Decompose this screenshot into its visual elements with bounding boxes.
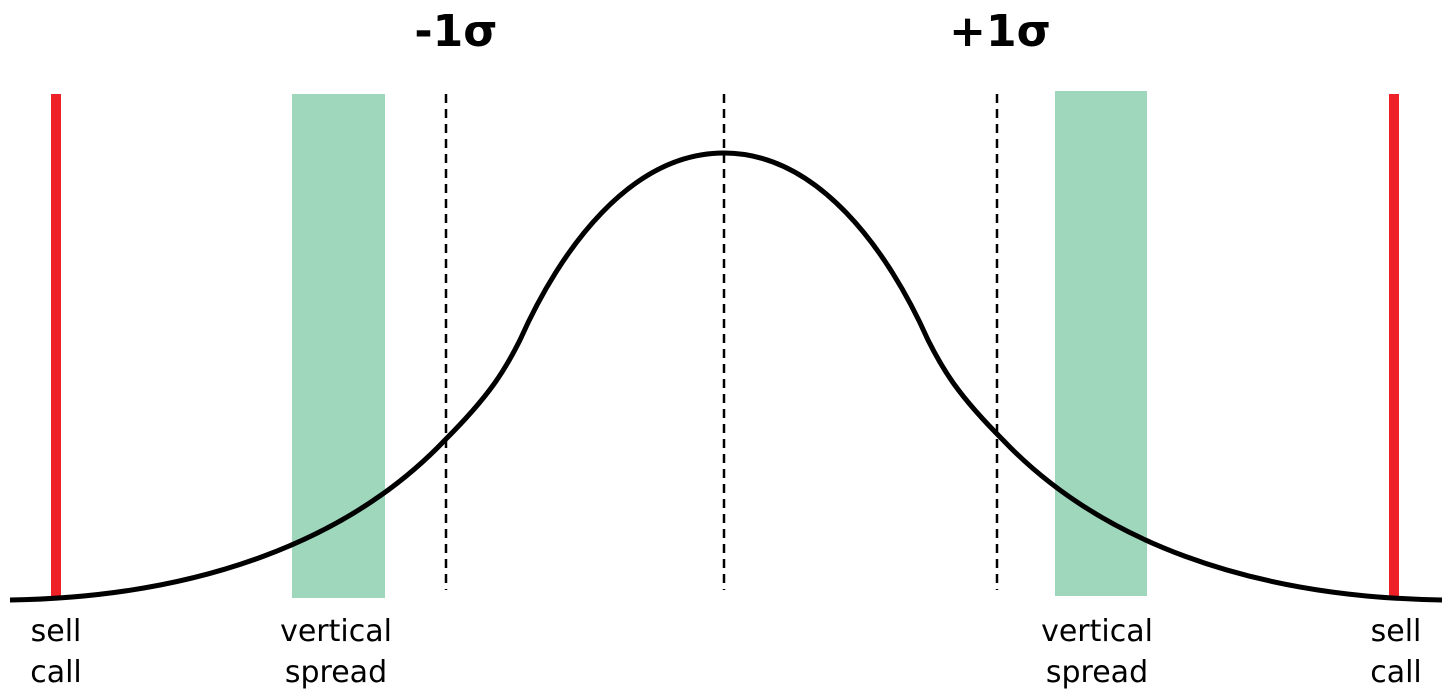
annotation-line: vertical: [280, 614, 392, 649]
annotation-line: sell: [1371, 614, 1422, 649]
annotation-line: vertical: [1041, 614, 1153, 649]
annotation-line: spread: [285, 655, 387, 690]
annotation-line: call: [1370, 655, 1422, 690]
annotation-line: call: [30, 655, 82, 690]
sigma-label: +1σ: [949, 6, 1051, 57]
sell-call-bar: [1389, 94, 1399, 598]
annotation-line: spread: [1046, 655, 1148, 690]
vertical-spread-band: [292, 94, 385, 598]
sell-call-bar: [51, 94, 61, 598]
vertical-spread-band: [1055, 91, 1147, 596]
bell-curve: [9, 150, 1443, 603]
annotation-line: sell: [31, 614, 82, 649]
sigma-label: -1σ: [414, 6, 497, 57]
